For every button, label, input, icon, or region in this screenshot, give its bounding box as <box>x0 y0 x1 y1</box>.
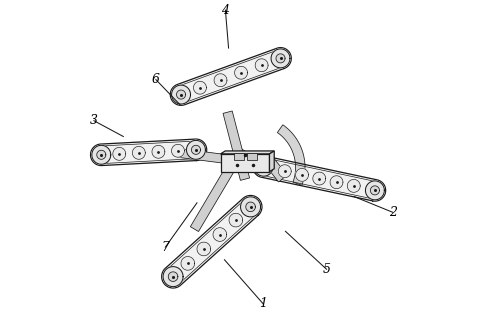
Polygon shape <box>259 162 268 171</box>
FancyBboxPatch shape <box>246 153 257 160</box>
Polygon shape <box>192 145 200 154</box>
Polygon shape <box>235 66 247 79</box>
Polygon shape <box>241 197 261 217</box>
Text: 2: 2 <box>389 206 397 219</box>
Polygon shape <box>347 179 360 192</box>
Polygon shape <box>214 74 227 87</box>
Polygon shape <box>190 147 246 232</box>
Polygon shape <box>152 145 165 158</box>
Polygon shape <box>276 54 285 63</box>
Polygon shape <box>194 81 206 94</box>
Polygon shape <box>253 156 386 201</box>
Polygon shape <box>254 157 273 176</box>
Text: 4: 4 <box>221 3 229 17</box>
FancyBboxPatch shape <box>234 153 244 160</box>
Polygon shape <box>246 202 255 212</box>
Polygon shape <box>213 228 227 241</box>
Polygon shape <box>132 146 145 159</box>
Polygon shape <box>172 144 184 157</box>
Polygon shape <box>277 125 305 185</box>
Text: 3: 3 <box>90 114 98 127</box>
Polygon shape <box>181 257 195 270</box>
Polygon shape <box>220 154 270 172</box>
Polygon shape <box>187 140 205 159</box>
Text: 5: 5 <box>322 263 331 276</box>
Polygon shape <box>220 151 274 154</box>
Polygon shape <box>295 168 309 181</box>
Polygon shape <box>370 186 379 195</box>
Polygon shape <box>178 149 223 163</box>
Polygon shape <box>163 267 183 287</box>
Polygon shape <box>171 48 291 105</box>
Text: 6: 6 <box>152 73 160 86</box>
Polygon shape <box>263 155 287 182</box>
Polygon shape <box>197 242 211 256</box>
Polygon shape <box>91 139 207 166</box>
Polygon shape <box>255 59 268 72</box>
Polygon shape <box>113 147 126 160</box>
Text: 7: 7 <box>161 240 170 254</box>
Polygon shape <box>172 85 191 104</box>
Polygon shape <box>330 176 343 189</box>
Polygon shape <box>92 145 111 164</box>
Polygon shape <box>162 196 262 288</box>
Polygon shape <box>313 172 326 185</box>
Text: 1: 1 <box>259 297 268 311</box>
Polygon shape <box>270 151 274 172</box>
Polygon shape <box>223 111 249 180</box>
Polygon shape <box>366 181 384 200</box>
Polygon shape <box>176 90 186 99</box>
Polygon shape <box>271 49 290 68</box>
Polygon shape <box>97 150 106 159</box>
Polygon shape <box>278 165 291 178</box>
Polygon shape <box>168 272 178 282</box>
Polygon shape <box>229 213 243 227</box>
